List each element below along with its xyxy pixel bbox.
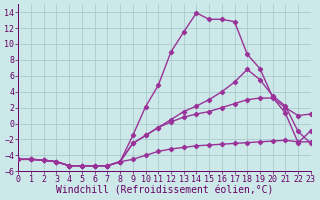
X-axis label: Windchill (Refroidissement éolien,°C): Windchill (Refroidissement éolien,°C) bbox=[56, 186, 273, 196]
